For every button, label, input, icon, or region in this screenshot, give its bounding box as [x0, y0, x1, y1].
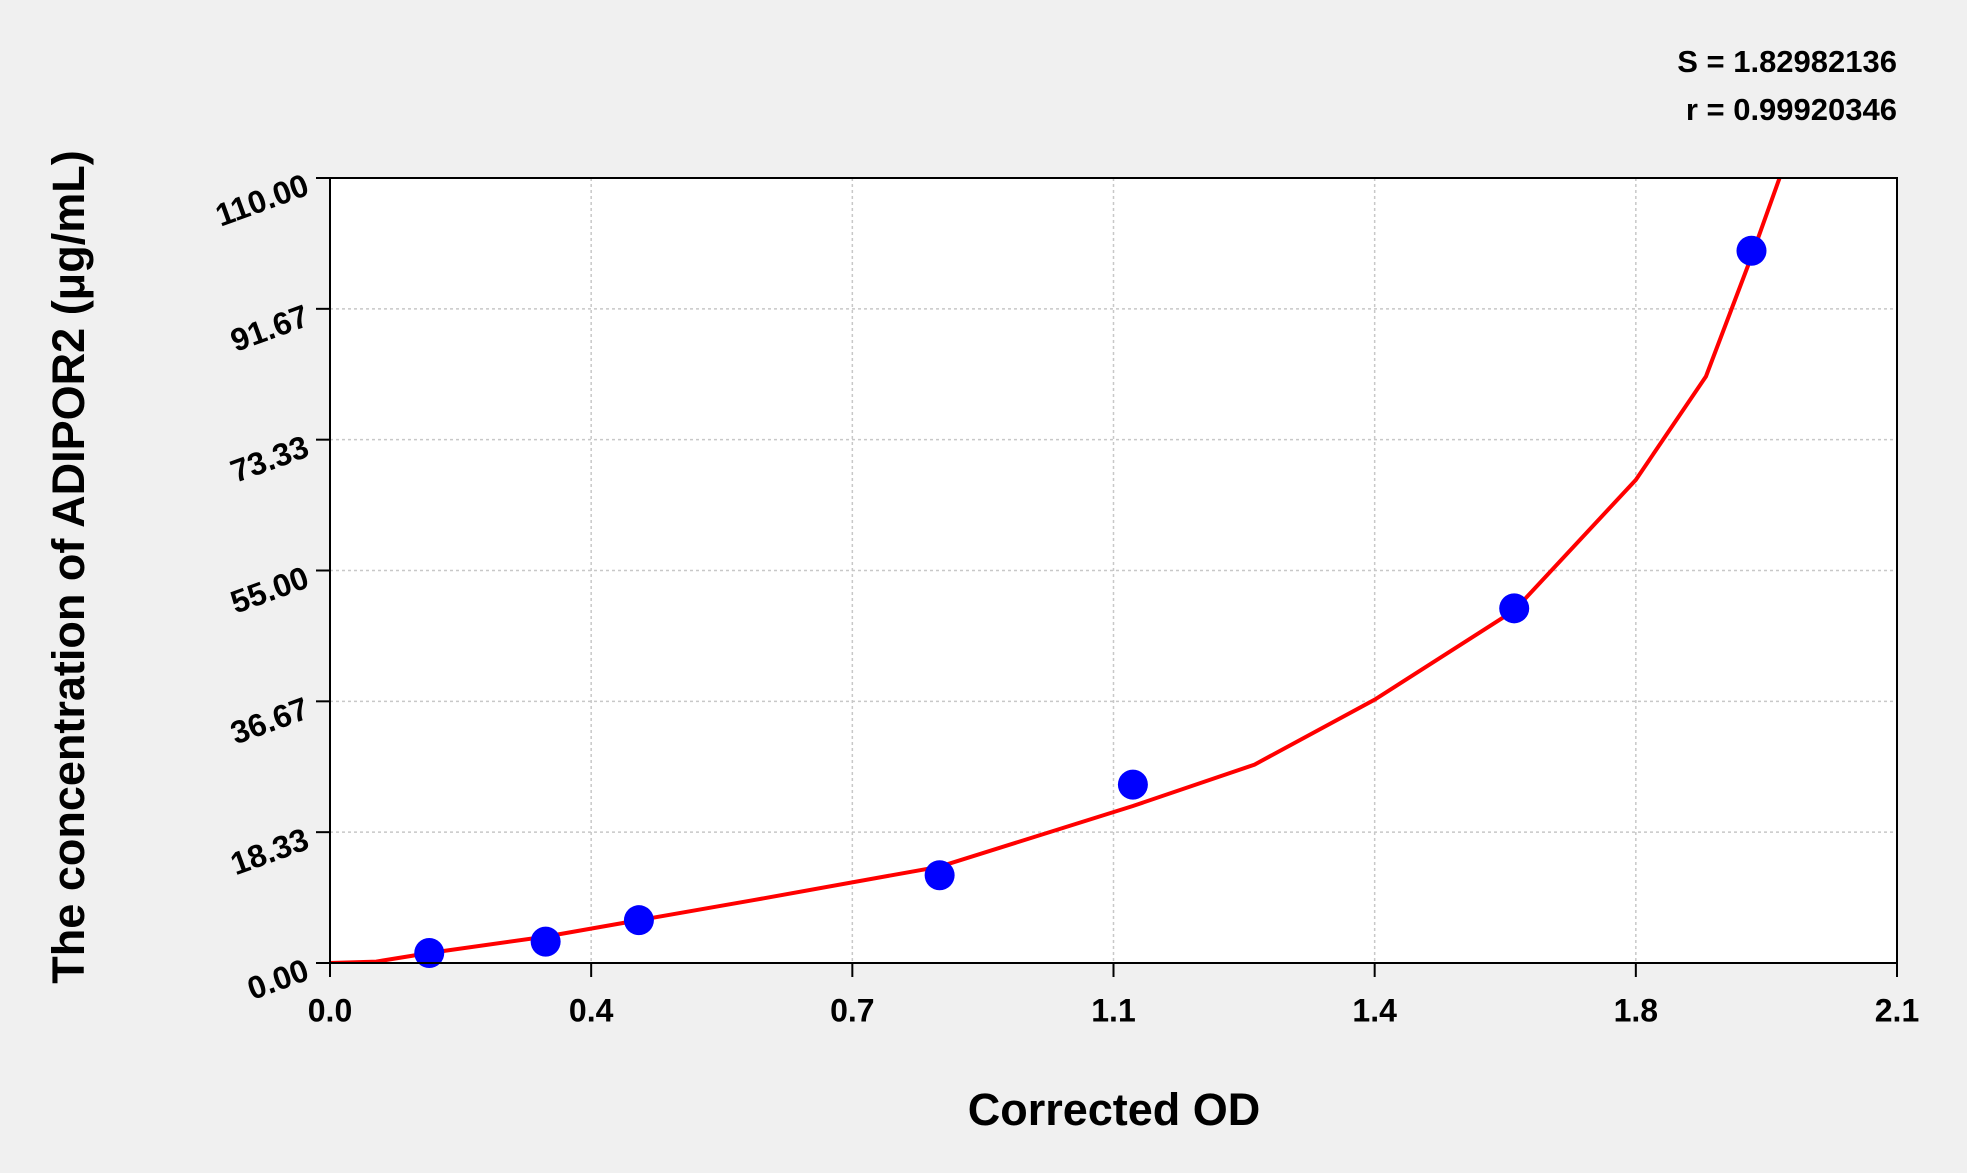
- annotation: r = 0.99920346: [1686, 92, 1897, 127]
- data-point: [1499, 593, 1530, 624]
- x-tick-label: 0.0: [308, 992, 352, 1028]
- y-tick-label: 18.33: [226, 821, 314, 882]
- data-point: [414, 938, 445, 969]
- y-tick-label: 91.67: [226, 298, 314, 359]
- x-tick-label: 1.4: [1352, 992, 1397, 1028]
- data-point: [1736, 235, 1767, 266]
- annotation: S = 1.82982136: [1677, 44, 1897, 79]
- marks: [330, 178, 1782, 969]
- x-tick-label: 1.1: [1091, 992, 1135, 1028]
- data-point: [1117, 769, 1148, 800]
- y-tick-label: 73.33: [226, 428, 314, 489]
- x-tick-label: 0.7: [830, 992, 874, 1028]
- y-tick-label: 0.00: [242, 952, 313, 1007]
- data-point: [530, 926, 561, 957]
- x-tick-label: 2.1: [1875, 992, 1919, 1028]
- x-tick-label: 1.8: [1614, 992, 1658, 1028]
- y-axis-title: The concentration of ADIPOR2 (μg/mL): [43, 150, 94, 983]
- x-axis-title: Corrected OD: [968, 1084, 1261, 1135]
- y-tick-label: 36.67: [226, 690, 314, 751]
- fit-curve: [330, 178, 1782, 963]
- data-point: [924, 860, 955, 891]
- y-tick-label: 110.00: [211, 167, 314, 234]
- data-point: [623, 905, 654, 936]
- y-tick-label: 55.00: [226, 559, 314, 620]
- x-tick-label: 0.4: [569, 992, 614, 1028]
